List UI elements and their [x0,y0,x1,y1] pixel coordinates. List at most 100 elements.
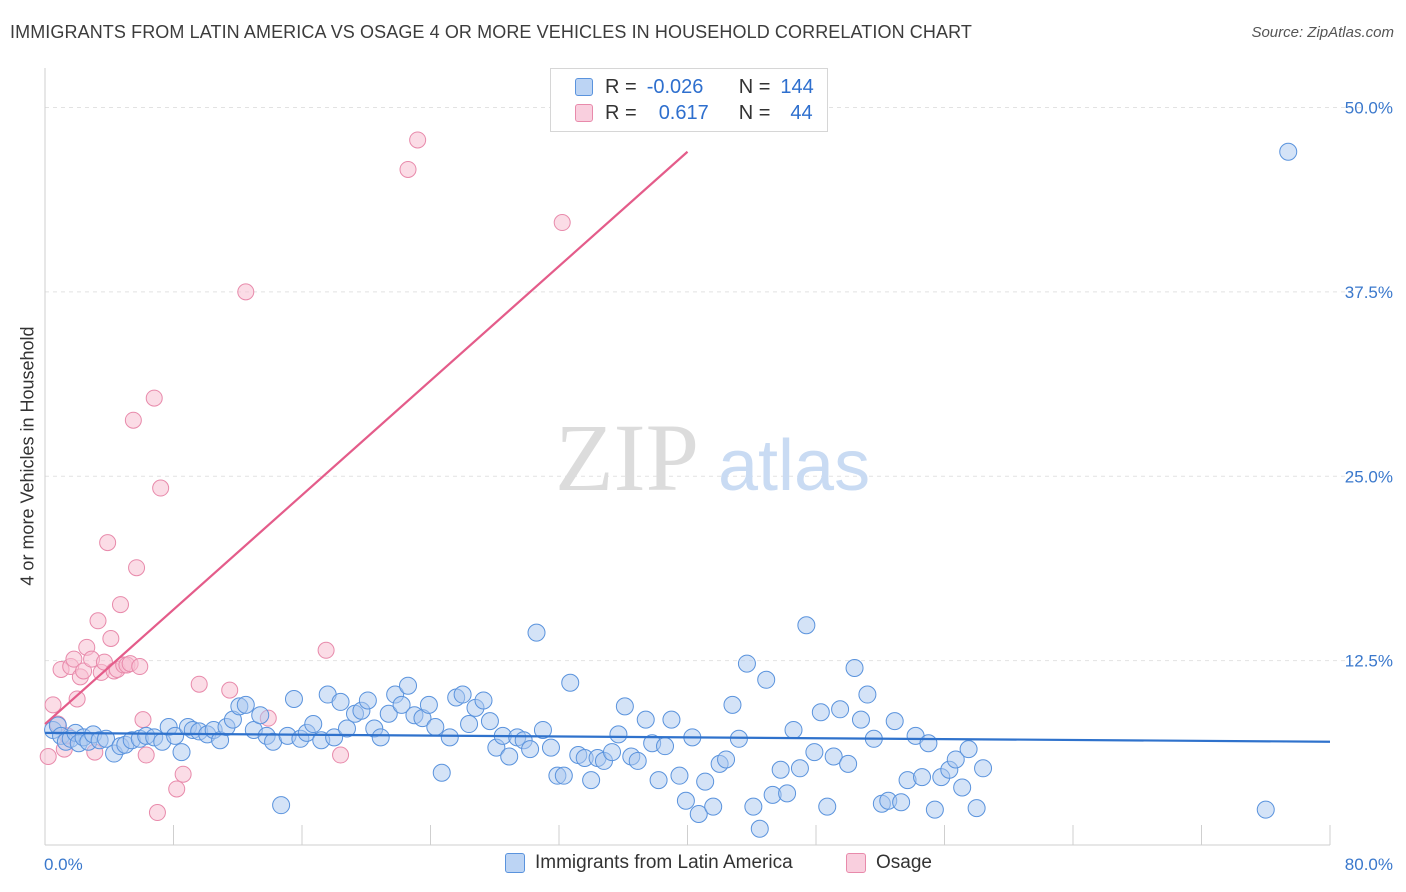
osage-point [237,283,255,301]
osage-point [89,612,107,630]
latin-america-point [1279,142,1298,161]
latin-america-point [831,700,850,719]
latin-america-point [771,760,790,779]
chart-title: IMMIGRANTS FROM LATIN AMERICA VS OSAGE 4… [10,22,972,42]
legend-label-latin-america: Immigrants from Latin America [535,852,793,873]
latin-america-point [500,747,519,766]
source-credit: Source: ZipAtlas.com [1251,24,1394,41]
legend-swatch-osage [846,853,866,873]
osage-point [152,479,170,497]
osage-points [39,131,571,822]
latin-america-point [533,720,552,739]
latin-america-point [824,747,843,766]
latin-america-point [325,728,344,747]
latin-america-point [919,734,938,753]
latin-america-point [432,763,451,782]
osage-point [65,650,83,668]
latin-america-point [974,759,993,778]
y-tick-label: 37.5% [1345,283,1393,302]
legend-label-osage: Osage [876,852,932,873]
y-tick-label: 25.0% [1345,467,1393,486]
latin-america-point [166,726,185,745]
latin-america-point [946,750,965,769]
tick-labels: 12.5% 25.0% 37.5% 50.0% 0.0% 80.0% [44,99,1393,875]
latin-america-point [953,778,972,797]
osage-point [409,131,427,149]
osage-point [174,765,192,783]
latin-america-points [44,142,1298,838]
latin-america-point [426,718,445,736]
legend-r-value: -0.026 [646,75,704,98]
latin-america-point [858,685,877,704]
osage-point [39,748,57,765]
latin-america-point [790,759,809,778]
correlation-legend: R = -0.026 N = 144 R = 0.617 N = 44 [550,68,828,132]
legend-swatch-pink [575,104,593,122]
legend-n-label: N = [738,101,771,124]
osage-point [148,804,166,822]
osage-point [145,389,163,407]
latin-america-point [778,784,797,803]
latin-america-point [371,728,390,747]
latin-america-point [337,719,356,738]
latin-america-point [474,691,493,710]
y-tick-label: 50.0% [1345,99,1393,118]
latin-america-point [656,737,675,756]
latin-america-point [392,695,411,714]
y-tick-label: 12.5% [1345,652,1393,671]
latin-america-point [757,670,776,689]
y-axis-title: 4 or more Vehicles in Household [17,326,38,586]
latin-america-point [750,819,769,838]
latin-america-point [331,692,350,711]
latin-america-point [304,715,323,734]
osage-point [75,662,93,680]
x-tick-label: 80.0% [1345,855,1393,874]
latin-america-point [845,659,864,677]
latin-america-point [554,766,573,785]
latin-america-trend-line [44,731,1331,743]
axes [44,68,1331,846]
latin-america-point [1256,800,1275,819]
watermark: ZIP atlas [555,404,870,511]
latin-america-point [959,740,978,759]
latin-america-point [704,797,723,816]
latin-america-point [460,715,479,734]
latin-america-point [609,725,628,744]
latin-america-point [582,771,601,790]
osage-point [131,658,149,676]
latin-america-point [419,695,438,714]
latin-america-point [689,805,708,824]
latin-america-point [818,797,837,816]
latin-america-point [251,706,270,725]
trend-lines [44,150,1331,743]
grid-lines [45,107,1365,662]
osage-point [68,690,86,708]
osage-point [221,681,239,699]
latin-america-point [851,710,870,729]
legend-swatch-latin-america [505,853,525,873]
legend-item-osage: Osage [846,852,932,874]
osage-point [124,411,142,429]
osage-trend-line [44,150,689,725]
legend-r-label: R = [605,101,637,124]
latin-america-point [521,740,540,759]
latin-america-point [696,772,715,791]
osage-point [102,630,120,647]
osage-point [111,596,129,614]
latin-america-point [898,771,917,790]
latin-america-point [805,743,824,762]
latin-america-point [561,673,580,692]
latin-america-point [676,791,695,810]
latin-america-point [379,704,398,723]
latin-america-point [284,689,303,708]
latin-america-point [172,743,191,762]
series-legend: Immigrants from Latin America Osage [0,852,1406,878]
osage-point [317,641,335,659]
latin-america-point [527,623,546,642]
osage-point [137,746,155,764]
osage-point [332,746,350,764]
osage-point [134,711,152,729]
osage-point [190,675,208,693]
latin-america-point [811,703,830,722]
osage-point [128,559,146,577]
